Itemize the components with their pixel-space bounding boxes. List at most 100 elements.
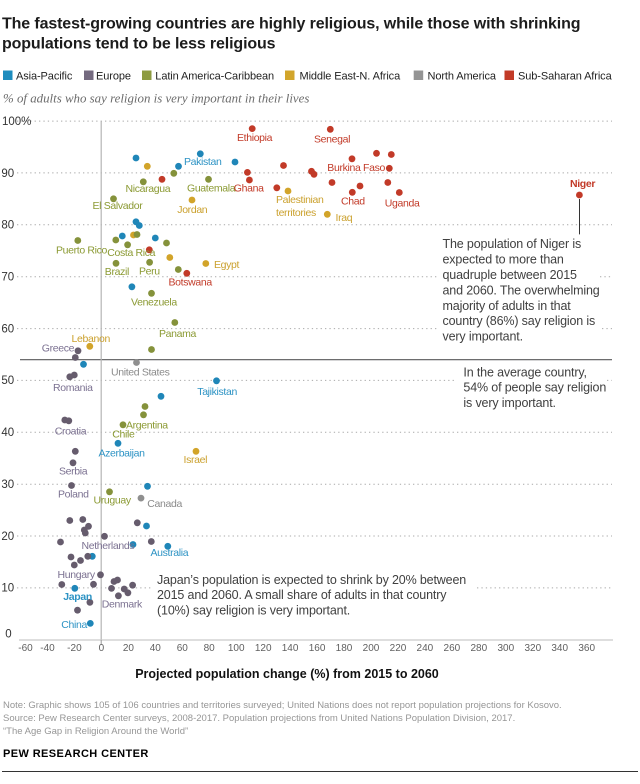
- svg-text:“The Age Gap in Religion Aroun: “The Age Gap in Religion Around the Worl…: [3, 726, 188, 737]
- svg-text:territories: territories: [276, 207, 316, 219]
- svg-text:Australia: Australia: [151, 547, 189, 559]
- svg-text:0: 0: [99, 643, 105, 654]
- svg-text:Uganda: Uganda: [385, 198, 420, 210]
- svg-text:Uruguay: Uruguay: [94, 495, 132, 507]
- svg-text:North America: North America: [428, 70, 497, 82]
- svg-text:Nicaragua: Nicaragua: [126, 183, 171, 195]
- svg-text:Ghana: Ghana: [234, 182, 264, 194]
- svg-text:300: 300: [497, 643, 514, 654]
- svg-text:Note: Graphic shows 105 of 106: Note: Graphic shows 105 of 106 countries…: [3, 700, 562, 711]
- svg-text:Azerbaijan: Azerbaijan: [99, 448, 146, 460]
- svg-text:Japan’s population is expected: Japan’s population is expected to shrink…: [157, 573, 466, 587]
- svg-text:Canada: Canada: [147, 498, 182, 510]
- svg-text:Projected population change (%: Projected population change (%) from 201…: [135, 667, 439, 681]
- svg-text:120: 120: [255, 643, 272, 654]
- svg-text:Middle East-N. Africa: Middle East-N. Africa: [300, 70, 402, 82]
- svg-text:20: 20: [1, 531, 14, 543]
- svg-text:Denmark: Denmark: [102, 599, 143, 611]
- svg-text:Peru: Peru: [139, 266, 160, 278]
- svg-text:100: 100: [228, 643, 245, 654]
- svg-text:The population of Niger is: The population of Niger is: [443, 237, 582, 251]
- svg-text:Palestinian: Palestinian: [276, 194, 324, 206]
- svg-text:Jordan: Jordan: [177, 204, 208, 216]
- svg-text:160: 160: [309, 643, 326, 654]
- svg-text:340: 340: [551, 643, 568, 654]
- svg-text:60: 60: [1, 323, 14, 335]
- svg-text:20: 20: [123, 643, 135, 654]
- svg-text:is very important.: is very important.: [463, 396, 555, 410]
- svg-text:Israel: Israel: [184, 454, 208, 466]
- svg-text:Egypt: Egypt: [214, 259, 240, 271]
- svg-text:60: 60: [177, 643, 189, 654]
- svg-text:0: 0: [5, 629, 11, 641]
- svg-text:Asia-Pacific: Asia-Pacific: [16, 70, 73, 82]
- svg-text:very important.: very important.: [443, 330, 523, 344]
- svg-text:50: 50: [1, 375, 14, 387]
- svg-text:70: 70: [1, 272, 14, 284]
- svg-text:majority of adults in that: majority of adults in that: [443, 299, 572, 313]
- svg-text:Brazil: Brazil: [105, 266, 129, 278]
- svg-text:200: 200: [363, 643, 380, 654]
- svg-text:populations tend to be less re: populations tend to be less religious: [2, 36, 276, 53]
- svg-text:In the average country,: In the average country,: [463, 365, 586, 379]
- svg-text:54% of people say religion: 54% of people say religion: [463, 381, 606, 395]
- svg-text:Panama: Panama: [159, 328, 197, 340]
- svg-text:PEW RESEARCH CENTER: PEW RESEARCH CENTER: [3, 748, 149, 760]
- svg-text:220: 220: [390, 643, 407, 654]
- svg-text:expected to more than: expected to more than: [443, 253, 564, 267]
- svg-text:Iraq: Iraq: [336, 212, 353, 224]
- svg-text:40: 40: [1, 427, 14, 439]
- svg-text:-40: -40: [40, 643, 55, 654]
- svg-text:80: 80: [1, 220, 14, 232]
- svg-text:Ethiopia: Ethiopia: [237, 132, 273, 144]
- svg-text:Niger: Niger: [570, 178, 595, 190]
- svg-text:Puerto Rico: Puerto Rico: [56, 245, 108, 257]
- svg-text:The fastest-growing countries: The fastest-growing countries are highly…: [2, 16, 580, 33]
- svg-text:Netherlands: Netherlands: [82, 540, 135, 552]
- svg-text:140: 140: [282, 643, 299, 654]
- svg-text:90: 90: [1, 168, 14, 180]
- svg-text:360: 360: [578, 643, 595, 654]
- svg-text:100%: 100%: [2, 116, 31, 128]
- svg-text:Hungary: Hungary: [58, 569, 96, 581]
- svg-text:China: China: [61, 619, 87, 631]
- svg-text:40: 40: [150, 643, 162, 654]
- svg-text:180: 180: [336, 643, 353, 654]
- svg-text:% of adults who say religion i: % of adults who say religion is very imp…: [3, 92, 309, 106]
- svg-text:240: 240: [417, 643, 434, 654]
- svg-text:quadruple between 2015: quadruple between 2015: [443, 268, 578, 282]
- svg-text:Latin America-Caribbean: Latin America-Caribbean: [155, 70, 274, 82]
- svg-text:2015 and 2060. A small share o: 2015 and 2060. A small share of adults i…: [157, 588, 447, 602]
- svg-text:Senegal: Senegal: [314, 134, 350, 146]
- svg-text:Venezuela: Venezuela: [131, 297, 177, 309]
- svg-text:-20: -20: [67, 643, 82, 654]
- svg-text:Greece: Greece: [42, 343, 75, 355]
- svg-text:Guatemala: Guatemala: [187, 182, 236, 194]
- svg-text:El Salvador: El Salvador: [93, 200, 144, 212]
- svg-text:United States: United States: [111, 367, 170, 379]
- svg-text:and 2060. The overwhelming: and 2060. The overwhelming: [443, 283, 600, 297]
- svg-text:Serbia: Serbia: [59, 466, 88, 478]
- svg-text:country (86%) say religion is: country (86%) say religion is: [443, 314, 596, 328]
- svg-text:Costa Rica: Costa Rica: [107, 247, 155, 259]
- svg-text:(10%) say religion is very imp: (10%) say religion is very important.: [157, 603, 350, 617]
- svg-text:10: 10: [1, 583, 14, 595]
- svg-text:Argentina: Argentina: [126, 420, 168, 432]
- svg-text:Poland: Poland: [58, 489, 89, 501]
- svg-text:-60: -60: [18, 643, 33, 654]
- svg-text:Europe: Europe: [96, 70, 131, 82]
- svg-text:Lebanon: Lebanon: [72, 333, 111, 345]
- svg-text:Pakistan: Pakistan: [184, 156, 222, 168]
- svg-text:Chad: Chad: [341, 196, 365, 208]
- svg-text:Tajikistan: Tajikistan: [197, 386, 237, 398]
- svg-text:Japan: Japan: [63, 591, 92, 603]
- svg-text:Romania: Romania: [53, 382, 93, 394]
- svg-text:320: 320: [524, 643, 541, 654]
- svg-text:30: 30: [1, 479, 14, 491]
- svg-text:80: 80: [204, 643, 216, 654]
- svg-text:Chile: Chile: [112, 429, 135, 441]
- svg-text:260: 260: [444, 643, 461, 654]
- svg-text:280: 280: [470, 643, 487, 654]
- svg-text:Sub-Saharan Africa: Sub-Saharan Africa: [518, 70, 613, 82]
- svg-text:Croatia: Croatia: [55, 426, 87, 438]
